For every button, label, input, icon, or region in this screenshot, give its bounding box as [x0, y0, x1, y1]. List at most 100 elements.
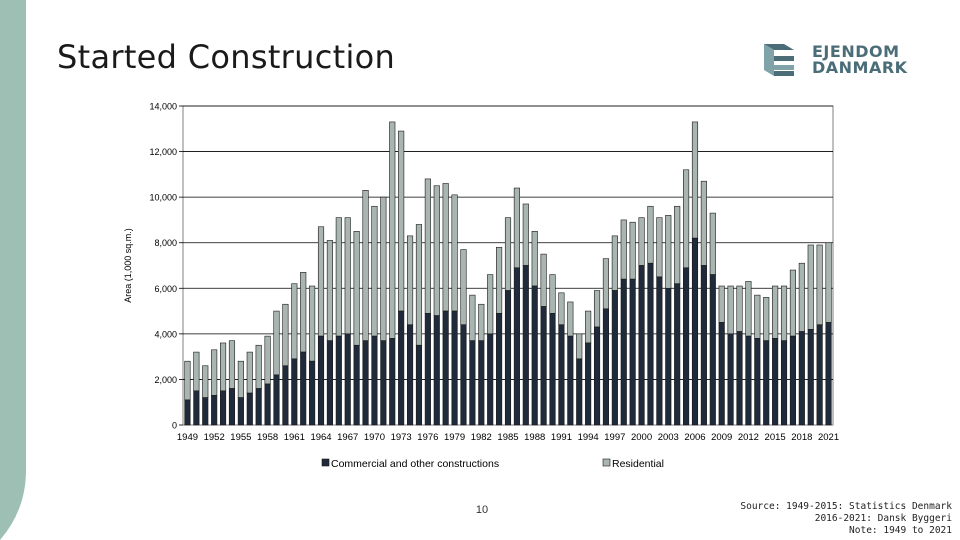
bar-residential [585, 310, 592, 344]
bar-commercial [478, 340, 485, 426]
bar-residential [496, 246, 503, 314]
slide-title: Started Construction [57, 38, 396, 76]
bar-residential [620, 219, 627, 280]
bar-commercial [816, 324, 823, 426]
bar-residential [317, 226, 325, 337]
bar-residential [344, 217, 351, 335]
logo-mark-icon [764, 44, 794, 76]
logo-line2: DANMARK [812, 58, 908, 77]
x-tick-label: 1985 [497, 432, 518, 443]
bar-residential [656, 217, 663, 278]
bar-commercial [558, 324, 565, 426]
bar-residential [193, 351, 200, 392]
bar-commercial [700, 265, 707, 426]
bar-commercial [665, 287, 672, 426]
bar-residential [576, 333, 583, 360]
bar-commercial [780, 340, 788, 426]
bar-commercial [326, 340, 333, 426]
page-number: 10 [475, 504, 489, 516]
bar-commercial [745, 335, 752, 426]
bar-residential [211, 349, 218, 396]
bar-commercial [522, 265, 529, 426]
x-tick-label: 1979 [444, 432, 465, 443]
bar-residential [540, 253, 547, 307]
bar-commercial [611, 290, 618, 426]
bar-commercial [282, 365, 289, 426]
bar-residential [531, 231, 538, 287]
bar-commercial [344, 333, 351, 426]
sidebar-shape [0, 0, 26, 540]
bar-residential [309, 285, 316, 362]
bar-commercial [264, 383, 271, 426]
y-tick-label: 12,000 [149, 147, 177, 157]
bar-residential [228, 340, 236, 389]
bar-commercial [549, 313, 556, 426]
bar-commercial [362, 340, 369, 426]
bar-residential [780, 285, 788, 341]
bar-residential [683, 169, 690, 269]
bar-residential [789, 269, 796, 337]
source-line-2: 2016-2021: Dansk Byggeri [814, 513, 952, 524]
bar-residential [745, 281, 752, 337]
bar-residential [406, 235, 414, 326]
bar-commercial [406, 324, 414, 426]
bar-residential [807, 244, 814, 330]
bar-residential [691, 121, 699, 239]
bar-residential [513, 187, 520, 269]
y-tick-label: 6,000 [154, 284, 177, 294]
bar-residential [558, 292, 565, 326]
bar-commercial [228, 388, 236, 426]
bar-residential [424, 178, 431, 314]
bar-commercial [647, 262, 654, 426]
bar-commercial [638, 265, 645, 426]
bar-commercial [656, 276, 663, 426]
bar-commercial [487, 333, 494, 426]
bar-commercial [451, 310, 458, 426]
bar-commercial [718, 322, 725, 426]
bar-commercial [184, 399, 191, 426]
x-tick-label: 1970 [364, 432, 385, 443]
bar-commercial [763, 340, 770, 426]
bar-commercial [736, 331, 743, 426]
y-tick-label: 0 [172, 421, 177, 431]
y-tick-label: 2,000 [154, 375, 177, 385]
bar-residential [674, 205, 681, 285]
legend-residential-swatch [602, 458, 611, 467]
bar-commercial [754, 338, 761, 426]
x-tick-label: 1994 [578, 432, 599, 443]
bar-commercial [442, 310, 449, 426]
bar-residential [398, 130, 405, 312]
x-tick-label: 2012 [738, 432, 759, 443]
y-tick-label: 4,000 [154, 329, 177, 339]
bar-residential [273, 310, 280, 376]
bar-residential [442, 183, 449, 312]
bar-residential [736, 285, 743, 332]
x-tick-label: 1997 [604, 432, 625, 443]
bar-residential [611, 235, 618, 291]
bar-commercial [246, 392, 253, 426]
x-tick-label: 1982 [471, 432, 492, 443]
bar-residential [246, 351, 253, 394]
bar-commercial [398, 310, 405, 426]
bar-commercial [629, 278, 636, 426]
bar-commercial [469, 340, 476, 426]
bar-commercial [798, 331, 805, 426]
bar-residential [237, 360, 244, 398]
bar-commercial [496, 313, 503, 426]
bar-residential [825, 242, 832, 323]
bar-commercial [674, 283, 681, 426]
bar-residential [255, 344, 262, 389]
bar-residential [300, 272, 307, 353]
bar-commercial [772, 338, 779, 426]
bar-commercial [291, 358, 298, 426]
bar-residential [727, 285, 734, 335]
bar-commercial [789, 335, 796, 426]
legend-residential-label: Residential [612, 458, 664, 470]
bar-residential [772, 285, 779, 339]
bar-commercial [309, 360, 316, 426]
bar-commercial [576, 358, 583, 426]
bar-commercial [460, 324, 467, 426]
bar-commercial [371, 335, 378, 426]
legend-commercial-label: Commercial and other constructions [331, 458, 499, 470]
